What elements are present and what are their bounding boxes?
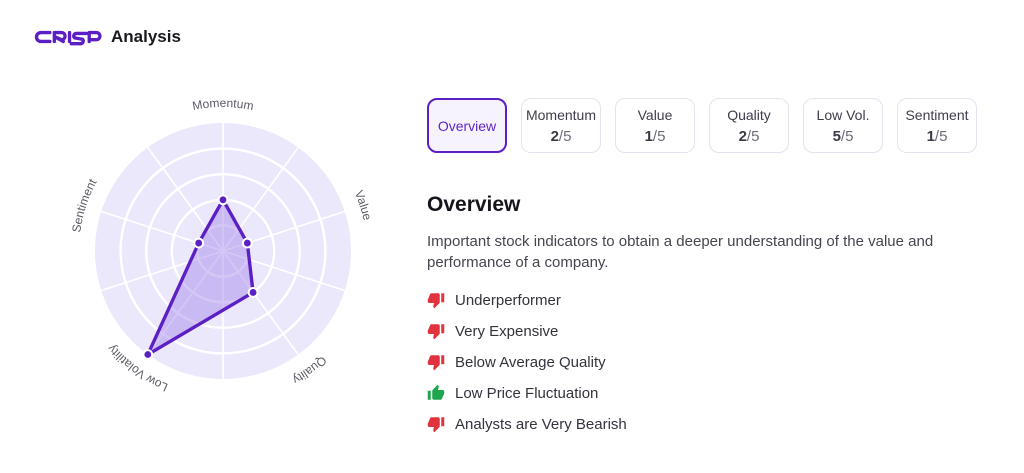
- svg-text:Momentum: Momentum: [191, 96, 255, 113]
- svg-text:Value: Value: [352, 188, 375, 222]
- svg-text:Sentiment: Sentiment: [69, 176, 100, 233]
- svg-text:Quality: Quality: [290, 353, 329, 387]
